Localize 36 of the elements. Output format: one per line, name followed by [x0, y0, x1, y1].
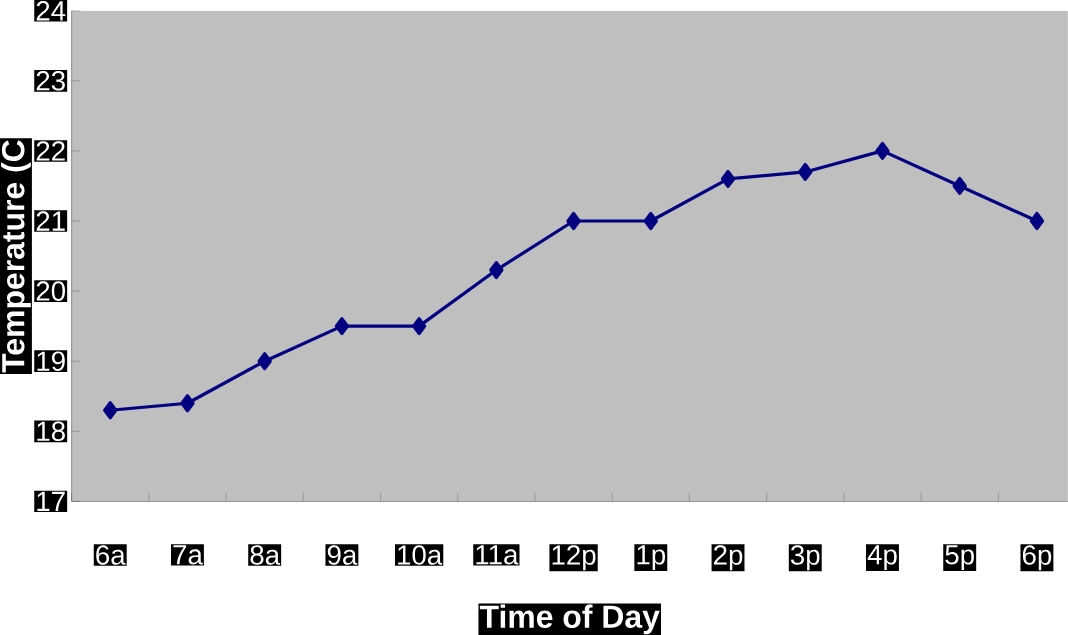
- y-tick-label: 23: [36, 70, 65, 91]
- y-tick-label: 18: [37, 421, 65, 441]
- x-tick-label: 5p: [945, 545, 974, 570]
- y-tick-label: 19: [37, 351, 65, 371]
- x-tick-label: 8a: [250, 545, 281, 565]
- point: [489, 260, 504, 279]
- x-tick-label: 2p: [714, 545, 743, 571]
- x-tick-label: 9a: [327, 545, 358, 565]
- x-tick-label: 6a: [96, 545, 126, 565]
- x-tick-label: 10a: [398, 545, 443, 565]
- point: [1029, 211, 1045, 230]
- x-tick-label: 3p: [790, 545, 820, 571]
- x-tick-label: 1p: [637, 545, 666, 570]
- point: [103, 401, 118, 420]
- x-tick-label: 6p: [1022, 545, 1052, 571]
- point: [566, 211, 581, 230]
- y-tick-label: 22: [36, 141, 65, 161]
- y-axis-title: Temperature (C: [1, 139, 31, 373]
- y-tick-label: 17: [37, 491, 65, 511]
- point: [334, 316, 350, 335]
- x-axis-title: Time of Day: [479, 604, 660, 635]
- y-tick-label: 20: [36, 281, 65, 301]
- y-tick-label: 24: [36, 0, 66, 21]
- point: [798, 162, 813, 181]
- point: [257, 351, 272, 371]
- x-tick-label: 12p: [552, 545, 596, 571]
- point: [411, 316, 427, 335]
- point: [720, 169, 736, 188]
- x-tick-label: 4p: [867, 545, 897, 570]
- point: [643, 211, 658, 230]
- point: [952, 176, 967, 195]
- x-tick-label: 11a: [476, 545, 519, 565]
- y-tick-label: 21: [36, 211, 65, 231]
- point: [875, 141, 890, 160]
- x-tick-label: 7a: [173, 545, 203, 565]
- point: [180, 394, 195, 413]
